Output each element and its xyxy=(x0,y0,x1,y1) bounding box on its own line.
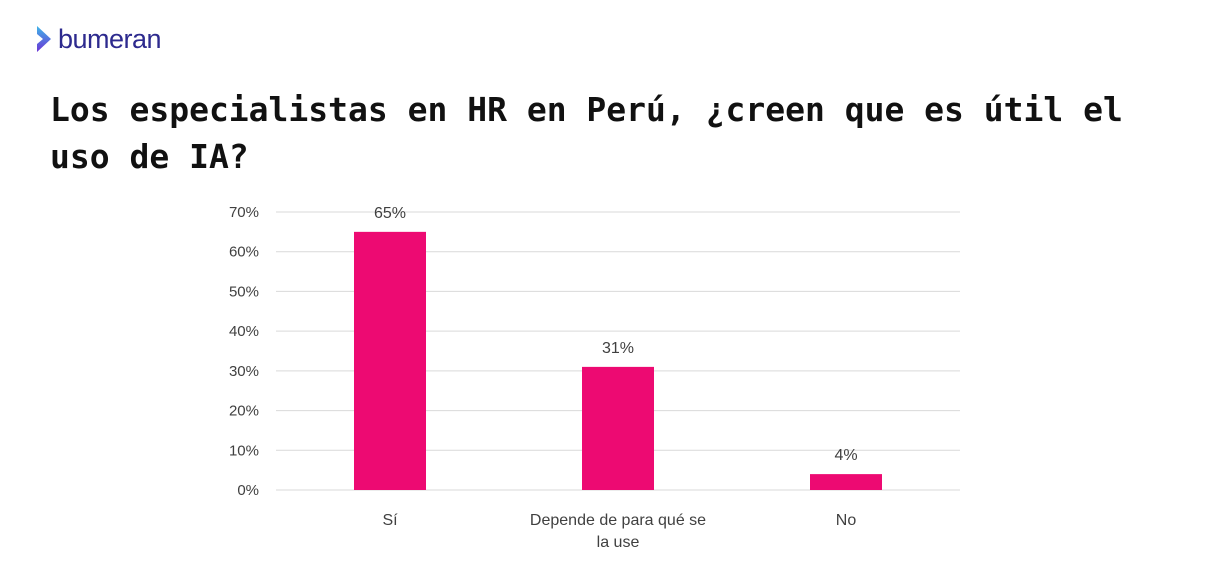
y-tick-label: 50% xyxy=(229,283,259,300)
chart-title: Los especialistas en HR en Perú, ¿creen … xyxy=(50,90,1123,176)
data-label: 31% xyxy=(602,340,634,357)
bar xyxy=(354,231,426,490)
category-labels: Sí Depende de para qué se la use No xyxy=(382,512,856,551)
y-tick-label: 40% xyxy=(229,323,259,340)
bar xyxy=(582,366,654,490)
chevron-right-icon xyxy=(37,26,51,52)
y-tick-label: 30% xyxy=(229,363,259,380)
data-labels: 65% 31% 4% xyxy=(374,205,858,464)
category-label: No xyxy=(836,512,857,529)
category-label: Depende de para qué se xyxy=(530,512,706,529)
brand-name: bumeran xyxy=(58,23,162,54)
category-label: la use xyxy=(597,534,640,551)
y-axis-ticks: 0% 10% 20% 30% 40% 50% 60% 70% xyxy=(229,204,259,499)
data-label: 4% xyxy=(834,447,857,464)
data-label: 65% xyxy=(374,205,406,222)
brand-logo: bumeran xyxy=(34,23,162,54)
y-tick-label: 20% xyxy=(229,403,259,420)
y-tick-label: 10% xyxy=(229,442,259,459)
y-tick-label: 60% xyxy=(229,244,259,261)
y-tick-label: 70% xyxy=(229,204,259,221)
y-tick-label: 0% xyxy=(237,482,259,499)
bar xyxy=(810,474,882,490)
bars xyxy=(354,231,882,490)
category-label: Sí xyxy=(382,512,398,529)
